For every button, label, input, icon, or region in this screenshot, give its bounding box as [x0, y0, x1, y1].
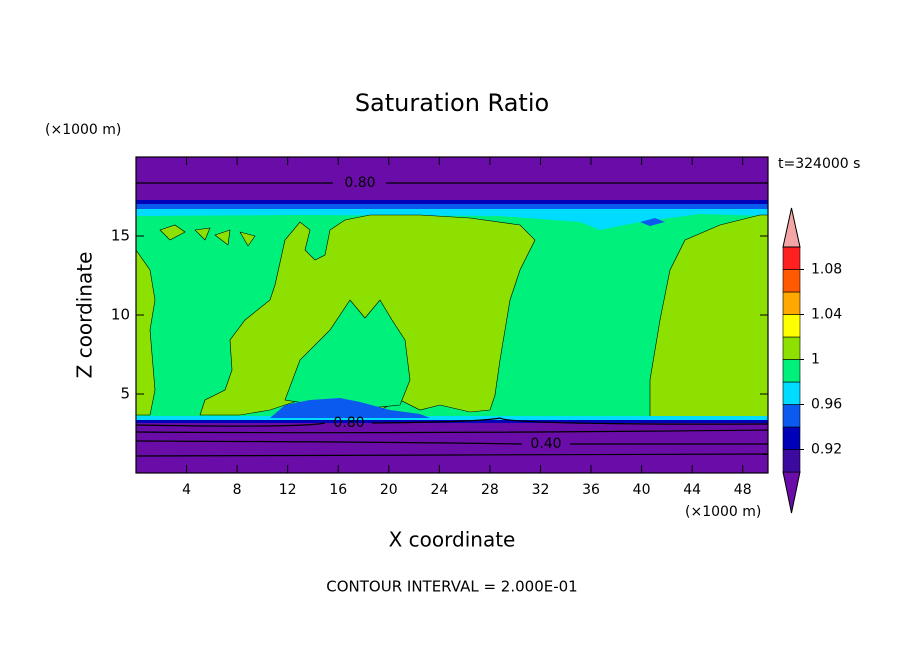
colorbar-extend-high	[782, 207, 801, 248]
field-region	[136, 157, 768, 200]
x-tick-label: 36	[582, 482, 600, 498]
x-tick-label: 44	[683, 482, 701, 498]
colorbar-tick-label: 1.08	[811, 262, 842, 278]
colorbar-box	[782, 381, 801, 405]
x-tick-label: 4	[182, 482, 191, 498]
x-axis-label: X coordinate	[389, 528, 516, 552]
x-tick-label: 48	[734, 482, 752, 498]
contour-line	[135, 429, 769, 434]
contour-line	[135, 453, 769, 457]
field-region	[136, 204, 768, 209]
y-unit: (×1000 m)	[45, 122, 121, 138]
colorbar-box	[782, 291, 801, 315]
chart-title: Saturation Ratio	[355, 89, 549, 117]
x-tick-label: 16	[329, 482, 347, 498]
y-axis-label: Z coordinate	[73, 252, 97, 379]
colorbar-box	[782, 314, 801, 338]
contour-label: 0.80	[344, 175, 375, 191]
time-label: t=324000 s	[778, 156, 860, 172]
y-tick-label: 10	[111, 306, 130, 324]
field-region	[136, 200, 768, 204]
x-tick-label: 40	[633, 482, 651, 498]
contour-label: 0.80	[333, 415, 364, 431]
colorbar-box	[782, 404, 801, 428]
colorbar-box	[782, 269, 801, 293]
colorbar-extend-low	[782, 471, 801, 514]
colorbar-box	[782, 336, 801, 360]
contour-line	[135, 440, 768, 445]
colorbar-tick-label: 0.96	[811, 397, 842, 413]
colorbar-box	[782, 246, 801, 270]
colorbar-tick-label: 1.04	[811, 307, 842, 323]
colorbar-box	[782, 359, 801, 383]
field-region	[135, 249, 156, 416]
colorbar-box	[782, 449, 801, 473]
x-tick-label: 20	[380, 482, 398, 498]
field-region	[640, 218, 665, 226]
x-tick-label: 32	[532, 482, 550, 498]
x-tick-label: 28	[481, 482, 499, 498]
y-tick-label: 5	[120, 385, 130, 403]
field-region	[136, 209, 768, 230]
field-region	[284, 299, 411, 411]
colorbar-tick-label: 0.92	[811, 442, 842, 458]
field-region	[159, 224, 256, 247]
x-tick-label: 24	[430, 482, 448, 498]
footer: CONTOUR INTERVAL = 2.000E-01	[326, 578, 577, 596]
field-region	[136, 416, 768, 420]
x-tick-label: 8	[233, 482, 242, 498]
y-tick-label: 15	[111, 227, 130, 245]
field-region	[270, 398, 430, 418]
x-unit: (×1000 m)	[685, 504, 761, 520]
x-tick-label: 12	[279, 482, 297, 498]
colorbar-box	[782, 426, 801, 450]
field	[135, 157, 769, 473]
contour-label: 0.40	[530, 436, 561, 452]
contour-line	[135, 417, 769, 427]
colorbar-tick-label: 1	[811, 352, 820, 368]
